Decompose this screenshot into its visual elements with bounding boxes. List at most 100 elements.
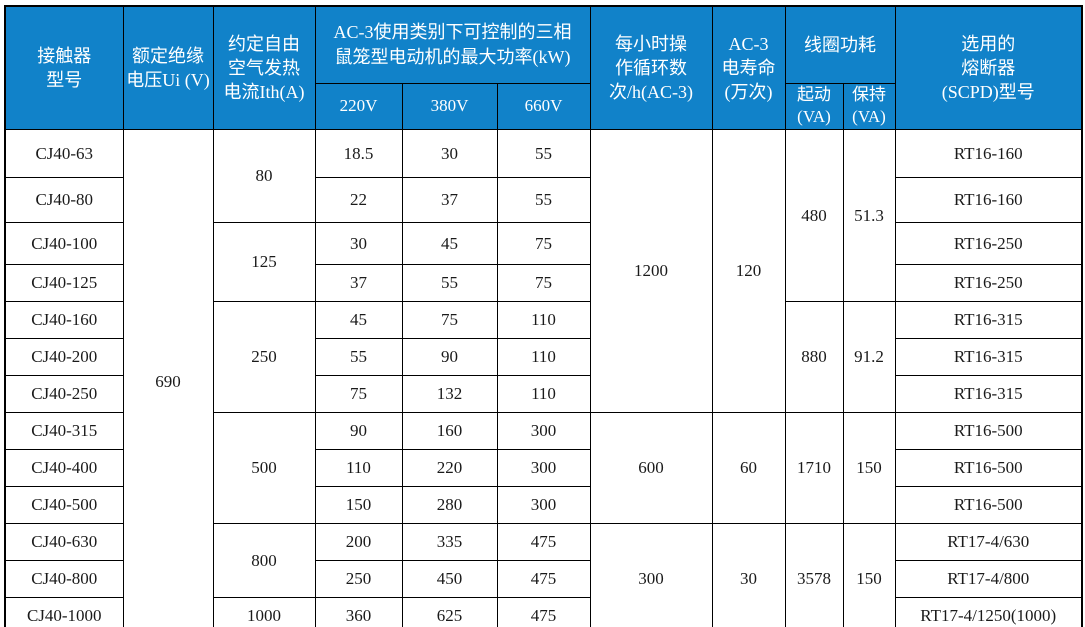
table-row: CJ40-100 125 30 45 75 RT16-250 [4, 222, 1083, 303]
header-coil-power-group: 线圈功耗 [784, 5, 896, 84]
cell-p220: 18.5 [314, 129, 403, 179]
cell-model: CJ40-250 [4, 375, 124, 414]
cell-p220: 37 [314, 264, 403, 303]
header-insulation-voltage: 额定绝缘 电压Ui (V) [122, 5, 214, 131]
cell-fuse: RT16-250 [894, 222, 1083, 266]
cell-fuse: RT17-4/1250(1000) [894, 597, 1083, 627]
cell-p660: 110 [496, 338, 591, 377]
cell-voltage: 690 [122, 129, 214, 627]
table-row: CJ40-125 37 55 75 RT16-250 [4, 264, 1083, 303]
cell-ith: 80 [212, 129, 316, 224]
cell-fuse: RT16-315 [894, 301, 1083, 340]
cell-p380: 37 [401, 177, 498, 224]
contactor-spec-table: 接触器 型号 额定绝缘 电压Ui (V) 约定自由 空气发热 电流Ith(A) … [4, 5, 1083, 627]
table-row: CJ40-63 690 80 18.5 30 55 1200 120 480 5… [4, 129, 1083, 627]
cell-coil-hold: 91.2 [842, 301, 896, 414]
cell-p380: 45 [401, 222, 498, 266]
cell-coil-hold: 51.3 [842, 129, 896, 303]
cell-p380: 335 [401, 523, 498, 562]
table-row: CJ40-400 110 220 300 RT16-500 [4, 449, 1083, 488]
cell-ith: 250 [212, 301, 316, 414]
cell-ith: 800 [212, 523, 316, 599]
table-row: CJ40-630 800 200 335 475 300 30 3578 150… [4, 523, 1083, 627]
cell-p220: 110 [314, 449, 403, 488]
cell-fuse: RT16-160 [894, 129, 1083, 179]
cell-model: CJ40-400 [4, 449, 124, 488]
cell-p220: 250 [314, 560, 403, 599]
header-coil-start: 起动 (VA) [784, 82, 844, 131]
header-power-group: AC-3使用类别下可控制的三相 鼠笼型电动机的最大功率(kW) [314, 5, 591, 84]
cell-p380: 625 [401, 597, 498, 627]
cell-ith: 1000 [212, 597, 316, 627]
cell-p220: 75 [314, 375, 403, 414]
cell-model: CJ40-125 [4, 264, 124, 303]
cell-p660: 300 [496, 486, 591, 525]
cell-p380: 280 [401, 486, 498, 525]
cell-fuse: RT16-500 [894, 412, 1083, 451]
cell-fuse: RT16-315 [894, 375, 1083, 414]
cell-model: CJ40-63 [4, 129, 124, 179]
cell-p380: 450 [401, 560, 498, 599]
cell-p660: 475 [496, 560, 591, 599]
cell-model: CJ40-100 [4, 222, 124, 266]
cell-model: CJ40-80 [4, 177, 124, 224]
cell-p660: 300 [496, 449, 591, 488]
cell-fuse: RT17-4/800 [894, 560, 1083, 599]
header-contactor-model: 接触器 型号 [4, 5, 124, 131]
cell-fuse: RT16-160 [894, 177, 1083, 224]
cell-coil-hold: 150 [842, 412, 896, 525]
cell-p380: 220 [401, 449, 498, 488]
cell-coil-start: 480 [784, 129, 844, 303]
header-power-220v: 220V [314, 82, 403, 131]
cell-p220: 360 [314, 597, 403, 627]
cell-model: CJ40-800 [4, 560, 124, 599]
cell-fuse: RT17-4/630 [894, 523, 1083, 562]
cell-p660: 475 [496, 523, 591, 562]
cell-p220: 45 [314, 301, 403, 340]
header-power-660v: 660V [496, 82, 591, 131]
table-row: CJ40-160 250 45 75 110 880 91.2 RT16-315 [4, 301, 1083, 414]
cell-cycles: 300 [589, 523, 713, 627]
table-row: CJ40-1000 1000 360 625 475 RT17-4/1250(1… [4, 597, 1083, 627]
header-coil-hold: 保持 (VA) [842, 82, 896, 131]
cell-p220: 90 [314, 412, 403, 451]
table-row: CJ40-80 22 37 55 RT16-160 [4, 177, 1083, 224]
header-power-380v: 380V [401, 82, 498, 131]
table-row: CJ40-500 150 280 300 RT16-500 [4, 486, 1083, 525]
cell-p380: 132 [401, 375, 498, 414]
cell-cycles: 1200 [589, 129, 713, 414]
cell-p220: 22 [314, 177, 403, 224]
header-thermal-current: 约定自由 空气发热 电流Ith(A) [212, 5, 316, 131]
cell-fuse: RT16-500 [894, 449, 1083, 488]
cell-p220: 30 [314, 222, 403, 266]
cell-model: CJ40-630 [4, 523, 124, 562]
cell-coil-start: 880 [784, 301, 844, 414]
header-electrical-life: AC-3 电寿命 (万次) [711, 5, 786, 131]
cell-cycles: 600 [589, 412, 713, 525]
cell-model: CJ40-200 [4, 338, 124, 377]
cell-life: 120 [711, 129, 786, 414]
header-cycles-per-hour: 每小时操 作循环数 次/h(AC-3) [589, 5, 713, 131]
cell-model: CJ40-500 [4, 486, 124, 525]
cell-p660: 110 [496, 375, 591, 414]
cell-p660: 475 [496, 597, 591, 627]
header-fuse-model: 选用的 熔断器 (SCPD)型号 [894, 5, 1083, 131]
cell-p660: 55 [496, 129, 591, 179]
table-row: CJ40-250 75 132 110 RT16-315 [4, 375, 1083, 414]
table-row: CJ40-200 55 90 110 RT16-315 [4, 338, 1083, 377]
cell-fuse: RT16-250 [894, 264, 1083, 303]
cell-p380: 30 [401, 129, 498, 179]
cell-p660: 110 [496, 301, 591, 340]
cell-p380: 75 [401, 301, 498, 340]
cell-coil-start: 3578 [784, 523, 844, 627]
cell-p660: 75 [496, 222, 591, 266]
cell-fuse: RT16-500 [894, 486, 1083, 525]
cell-model: CJ40-315 [4, 412, 124, 451]
cell-p220: 200 [314, 523, 403, 562]
cell-p220: 150 [314, 486, 403, 525]
cell-coil-hold: 150 [842, 523, 896, 627]
cell-ith: 500 [212, 412, 316, 525]
cell-p660: 75 [496, 264, 591, 303]
cell-p380: 160 [401, 412, 498, 451]
cell-p220: 55 [314, 338, 403, 377]
